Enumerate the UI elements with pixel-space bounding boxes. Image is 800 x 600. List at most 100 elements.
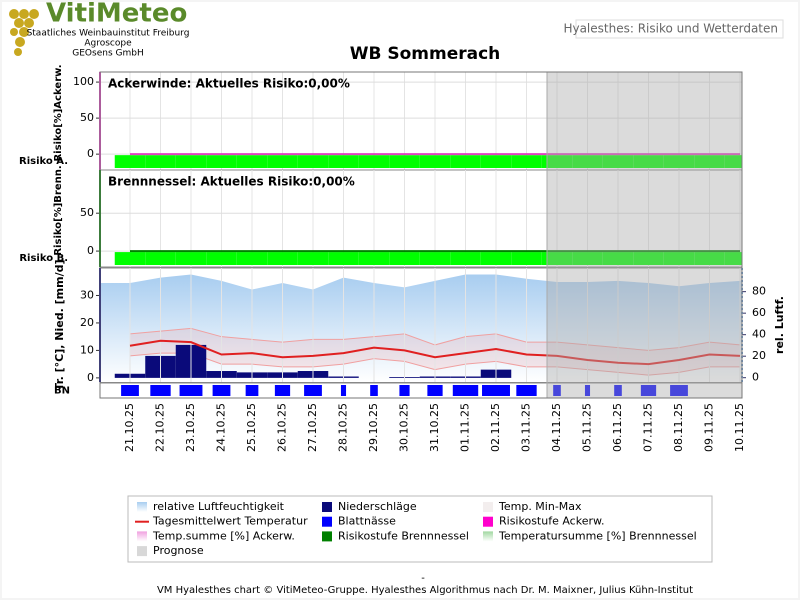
org: Staatliches Weinbauinstitut Freiburg — [27, 29, 190, 39]
risk-level — [541, 252, 573, 265]
risk-level — [480, 252, 512, 265]
y-tick-label: 50 — [80, 206, 94, 219]
y-axis-label: Risiko[%]Brenn. — [53, 165, 64, 255]
risk-level — [694, 155, 725, 168]
risk-level — [724, 252, 742, 265]
legend-label: Tagesmittelwert Temperatur — [152, 515, 308, 528]
y-axis-label: Tr. [°C], Nied. [mm/d] — [53, 260, 66, 391]
x-tick-label: 23.10.25 — [184, 403, 197, 452]
risk-level — [419, 155, 451, 168]
band-label: Risiko A. — [19, 156, 68, 167]
risk-level — [114, 252, 146, 265]
risk-level — [663, 155, 695, 168]
y2-tick-label: 20 — [752, 349, 766, 362]
x-tick-label: 21.10.25 — [123, 403, 136, 452]
legend-label: Blattnässe — [338, 515, 396, 528]
leaf-wetness — [150, 385, 171, 396]
x-tick-label: 04.11.25 — [550, 403, 563, 452]
y-tick-label: 0 — [87, 244, 94, 257]
legend-box — [127, 495, 713, 563]
risk-level — [114, 155, 146, 168]
legend-swatch — [483, 531, 493, 542]
legend-label: Prognose — [153, 544, 204, 557]
x-tick-label: 28.10.25 — [337, 403, 350, 452]
x-tick-label: 07.11.25 — [642, 403, 655, 452]
legend-swatch — [483, 502, 493, 512]
x-tick-label: 02.11.25 — [489, 403, 502, 452]
risk-level — [267, 155, 298, 168]
leaf-wetness — [670, 385, 688, 396]
risk-level — [175, 155, 207, 168]
risk-level — [267, 252, 298, 265]
leaf-wetness — [516, 385, 537, 396]
leaf-wetness — [553, 385, 561, 396]
legend-label: relative Luftfeuchtigkeit — [153, 500, 285, 513]
y-tick-label: 10 — [80, 343, 94, 356]
risk-level — [572, 252, 603, 265]
leaf-wetness — [370, 385, 378, 396]
leaf-wetness — [614, 385, 622, 396]
y-tick-label: 0 — [87, 371, 94, 384]
legend-swatch — [483, 516, 493, 527]
risk-level — [145, 252, 176, 265]
x-tick-label: 31.10.25 — [428, 403, 441, 452]
leaf-wetness — [274, 385, 291, 396]
legend-swatch — [322, 502, 332, 512]
leaf-wetness — [482, 385, 510, 396]
risk-level — [206, 252, 237, 265]
y2-tick-label: 60 — [752, 306, 766, 319]
y-tick-label: 30 — [80, 288, 94, 301]
legend-swatch — [322, 516, 332, 527]
x-tick-label: 24.10.25 — [215, 403, 228, 452]
x-tick-label: 30.10.25 — [398, 403, 411, 452]
logo: VitiMeteo — [46, 0, 187, 29]
risk-level — [541, 155, 573, 168]
risk-level — [602, 252, 634, 265]
org: Agroscope — [84, 39, 132, 49]
prognose-overlay — [547, 72, 742, 398]
risk-level — [450, 252, 481, 265]
leaf-wetness — [179, 385, 203, 396]
leaf-wetness — [584, 385, 591, 396]
y2-axis-label: rel. Luftf. — [773, 296, 786, 354]
legend-label: Risikostufe Ackerw. — [499, 515, 604, 528]
risk-level — [236, 252, 268, 265]
x-tick-label: 06.11.25 — [611, 403, 624, 452]
legend-swatch — [137, 502, 147, 512]
leaf-wetness — [427, 385, 443, 396]
temp-mean — [129, 339, 741, 366]
legend-label: Temp. Min-Max — [498, 500, 582, 513]
risk-level — [328, 155, 359, 168]
leaf-wetness — [212, 385, 231, 396]
x-tick-label: 05.11.25 — [581, 403, 594, 452]
tab — [575, 19, 784, 39]
risk-level — [206, 155, 237, 168]
x-tick-label: 10.11.25 — [733, 403, 746, 452]
risk-level — [175, 252, 207, 265]
risk-level — [328, 252, 359, 265]
risk-level — [358, 252, 390, 265]
y-tick-label: 50 — [80, 111, 94, 124]
footer-dash: - — [421, 573, 425, 584]
risk-level — [602, 155, 634, 168]
legend-label: Risikostufe Brennnessel — [338, 529, 469, 542]
x-tick-label: 25.10.25 — [245, 403, 258, 452]
y2-tick-label: 80 — [752, 285, 766, 298]
leaf-wetness — [121, 385, 139, 396]
legend-label: Temp.summe [%] Ackerw. — [152, 529, 295, 542]
risk-level — [236, 155, 268, 168]
y-tick-label: 0 — [87, 147, 94, 160]
risk-level — [572, 155, 603, 168]
legend-swatch — [137, 531, 147, 542]
y-tick-label: 20 — [80, 316, 94, 329]
risk-level — [419, 252, 451, 265]
leaf-wetness — [304, 385, 322, 396]
risk-level — [450, 155, 481, 168]
risk-level — [389, 155, 420, 168]
x-tick-label: 09.11.25 — [703, 403, 716, 452]
risk-level — [358, 155, 390, 168]
x-tick-label: 22.10.25 — [154, 403, 167, 452]
legend-swatch — [137, 546, 147, 557]
